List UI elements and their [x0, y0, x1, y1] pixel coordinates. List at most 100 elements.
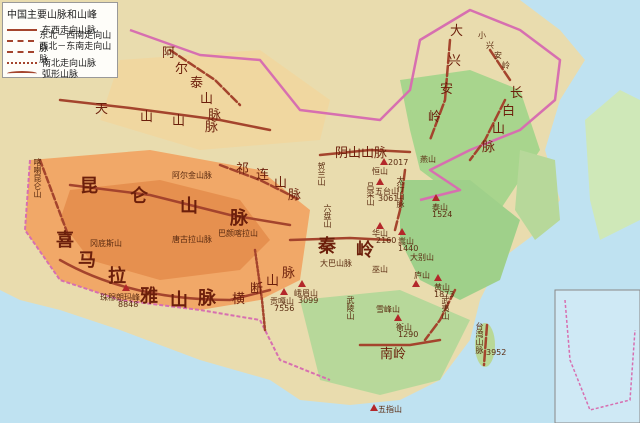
legend-label: 西北－东南走向山脉 [39, 41, 112, 65]
elev-gongga: 7556 [274, 304, 295, 313]
label-changbai-3: 脉 [482, 140, 496, 155]
label-hengshan-south: 衡山 [396, 323, 412, 332]
label-yanshan: 燕山 [420, 155, 436, 164]
label-daba: 大巴山脉 [320, 259, 352, 268]
tianshan-line [58, 98, 272, 132]
peak-marker-lushan [412, 280, 420, 287]
label-emei: 峨眉山 [294, 289, 318, 298]
label-himalaya-3: 雅 [140, 286, 158, 307]
label-dahinggan-3: 岭 [428, 110, 442, 125]
swatch-solid [7, 28, 37, 31]
label-xiaohinggan-1: 兴 [486, 41, 494, 50]
legend-label: 南北走向山脉 [42, 59, 97, 69]
label-liupan: 六盘山 [323, 204, 332, 228]
label-nanling: 南岭 [380, 347, 407, 362]
elev-everest: 8848 [118, 300, 139, 309]
label-qilian-3: 脉 [288, 188, 302, 203]
legend-row-nw-se: 西北－东南走向山脉 [7, 42, 113, 65]
taihang-line [393, 168, 407, 232]
label-taiwan: 台湾山脉 [475, 322, 484, 354]
label-songshan: 嵩山 [398, 237, 414, 246]
label-altai-0: 阿 [162, 46, 176, 61]
peak-marker-hengshan-south [394, 314, 402, 321]
changbai-line [468, 98, 507, 162]
label-kunlun-1: 仑 [130, 186, 148, 207]
label-himalaya-4: 山 [170, 290, 188, 311]
label-himalaya-5: 脉 [198, 288, 216, 309]
elev-wutai: 3061 [378, 194, 399, 203]
qinling-line [288, 236, 392, 242]
label-tanggula: 唐古拉山脉 [172, 235, 212, 244]
northeast-lowland [400, 70, 540, 210]
peak-marker-taishan [432, 194, 440, 201]
legend-row-north-south: 南北走向山脉 [7, 57, 113, 69]
label-dahinggan-0: 大 [450, 24, 464, 39]
inset-border [564, 299, 636, 411]
label-xiaohinggan-2: 安 [494, 51, 502, 60]
label-changbai-0: 长 [510, 86, 524, 101]
swatch-dash [7, 50, 35, 53]
label-bayankala: 巴颜喀拉山 [218, 229, 258, 238]
label-qinling-1: 岭 [356, 240, 374, 261]
label-taishan: 泰山 [432, 203, 448, 212]
nanling-line [358, 338, 442, 347]
japan [585, 90, 640, 240]
label-hengduan-0: 横 [232, 292, 246, 307]
label-changbai-1: 白 [502, 104, 516, 119]
legend-label: 弧形山脉 [42, 70, 79, 80]
dahinggan-line [428, 38, 452, 142]
label-wuyi: 武夷山 [441, 296, 450, 320]
label-tianshan-2: 山 [172, 114, 186, 129]
east-plain [400, 180, 520, 300]
label-xiaohinggan-3: 岭 [502, 61, 510, 70]
label-wuling: 武陵山 [346, 296, 355, 320]
elev-emei: 3099 [298, 296, 319, 305]
peak-marker-wuzhi [370, 404, 378, 411]
elev-hengshan-south: 1290 [398, 330, 419, 339]
label-hengduan-1: 断 [250, 282, 264, 297]
label-everest: 珠穆朗玛峰 [100, 293, 140, 302]
karakoram-line [38, 158, 72, 242]
label-taihang: 太行山脉 [396, 176, 405, 208]
elev-taiwan: 3952 [486, 348, 507, 357]
peak-marker-wutai [376, 178, 384, 185]
elev-hengshan-north: 2017 [388, 158, 409, 167]
hengduan-line [253, 248, 267, 332]
label-wuzhi: 五指山 [378, 405, 402, 414]
label-hengshan-north: 恒山 [372, 167, 388, 176]
label-altai-4: 脉 [208, 108, 222, 123]
label-gongga: 贡嘎山 [270, 297, 294, 306]
peak-marker-huangshan [434, 274, 442, 281]
label-altun: 阿尔金山脉 [172, 171, 212, 180]
elev-songshan: 1440 [398, 244, 419, 253]
label-huangshan: 黄山 [434, 283, 450, 292]
label-hengduan-2: 山 [266, 274, 280, 289]
label-hengduan-3: 脉 [282, 266, 296, 281]
xiaohinggan-line [488, 48, 512, 82]
legend: 中国主要山脉和山峰 东西走向山脉 东北－西南走向山脉 西北－东南走向山脉 南北走… [2, 2, 118, 80]
label-qilian-1: 连 [256, 168, 270, 183]
label-huashan: 华山 [372, 229, 388, 238]
legend-label: 东北－西南走向山脉 [39, 30, 112, 54]
legend-label: 东西走向山脉 [42, 26, 97, 36]
label-altai-1: 尔 [175, 62, 189, 77]
peak-marker-hengshan-north [380, 158, 388, 165]
label-helan: 贺兰山 [317, 162, 326, 186]
elev-huangshan: 1873 [434, 290, 455, 299]
kunlun-line [68, 183, 292, 227]
swatch-dotdash [7, 61, 37, 64]
label-wushan: 巫山 [372, 265, 388, 274]
peak-marker-gongga [280, 288, 288, 295]
national-border [129, 8, 562, 202]
label-lushan: 庐山 [414, 271, 430, 280]
swatch-dashdot [7, 39, 35, 42]
label-qinling-0: 秦 [318, 236, 336, 257]
label-xuefeng: 雪峰山 [376, 305, 400, 314]
label-tianshan-3: 脉 [205, 120, 219, 135]
label-altai-3: 山 [200, 92, 214, 107]
legend-row-ne-sw: 东北－西南走向山脉 [7, 31, 113, 54]
taiwan-line [482, 323, 489, 367]
label-tianshan-1: 山 [140, 110, 154, 125]
peak-marker-everest [122, 284, 130, 291]
